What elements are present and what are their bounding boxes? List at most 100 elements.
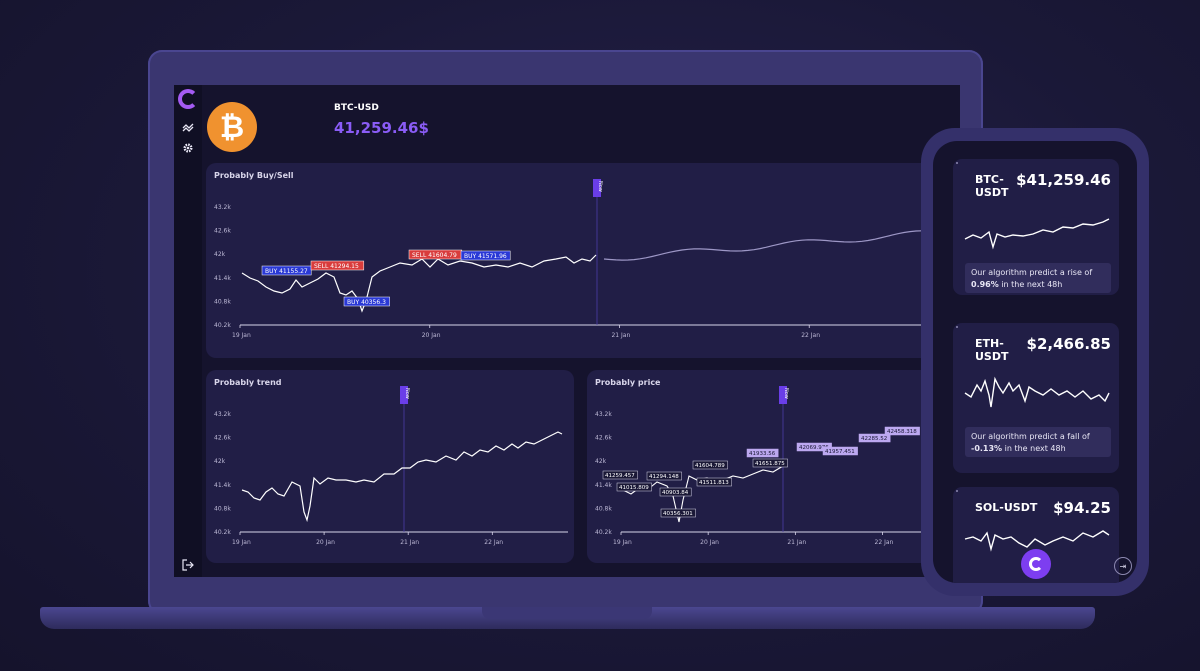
price-label-box (822, 446, 858, 456)
price-label-box (616, 482, 652, 492)
price-label-box (602, 470, 638, 480)
y-tick-label: 40.2k (595, 529, 612, 536)
sparkline (964, 376, 1110, 408)
coin-card-btc[interactable]: BTC- USDT $41,259.46 Our algorithm predic… (953, 159, 1119, 295)
buy-marker (343, 296, 390, 307)
x-tick-label: 19 Jan (232, 539, 251, 546)
ticker-symbol: BTC-USD (334, 103, 379, 113)
y-tick-label: 41.4k (214, 275, 231, 282)
trend-card: Probably trend 43.2k 42.6k 42k 41.4k 40.8k 40… (206, 370, 574, 563)
price-label: 41511.813 (699, 480, 729, 486)
price-label: 42285.52 (861, 436, 887, 442)
y-tick-label: 42k (214, 251, 226, 258)
buy-marker (261, 265, 312, 276)
price-label-box (884, 426, 920, 436)
laptop-notch (482, 607, 652, 619)
x-tick-label: 22 Jan (875, 539, 894, 546)
x-tick-label: 21 Jan (400, 539, 419, 546)
y-tick-label: 42.6k (214, 228, 231, 235)
coin-price: $41,259.46 (1016, 171, 1111, 189)
sell-marker-label: SELL 41294.15 (314, 263, 359, 270)
y-tick-label: 40.8k (214, 505, 231, 512)
card-title: Probably trend (214, 378, 282, 387)
sparkline (964, 218, 1110, 250)
price-label: 41015.809 (619, 485, 649, 491)
coin-card-eth[interactable]: ETH- USDT $2,466.85 Our algorithm predict… (953, 323, 1119, 473)
logout-icon[interactable] (179, 556, 197, 574)
price-label: 41604.789 (695, 463, 725, 469)
price-label: 41957.451 (825, 449, 855, 455)
price-label: 41933.56 (749, 451, 776, 457)
gear-icon[interactable] (179, 139, 197, 157)
coin-price: $2,466.85 (1026, 335, 1111, 353)
prediction-note: Our algorithm predict a fall of -0.13% i… (965, 427, 1111, 457)
x-tick-label: 19 Jan (613, 539, 632, 546)
price-label-box (746, 448, 779, 458)
price-label-box (659, 487, 692, 497)
bitcoin-logo: ₿ (207, 102, 257, 152)
y-tick-label: 41.4k (214, 482, 231, 489)
x-tick-label: 21 Jan (611, 332, 630, 339)
y-tick-label: 42k (595, 458, 607, 465)
price-label-box (752, 458, 788, 468)
desktop-app: ₿ BTC-USD 41,259.46$ Probably Buy/Sell 4… (174, 85, 960, 577)
price-line (241, 254, 597, 313)
y-tick-label: 43.2k (214, 411, 231, 418)
y-tick-label: 40.8k (214, 298, 231, 305)
now-badge (593, 179, 601, 197)
buy-marker (460, 250, 511, 261)
y-tick-label: 40.2k (214, 322, 231, 329)
buy-marker-label: BUY 41571.96 (464, 253, 507, 260)
y-tick-label: 43.2k (595, 411, 612, 418)
now-label: Now (404, 388, 410, 399)
price-label: 42458.318 (887, 429, 917, 435)
y-tick-label: 42.6k (595, 435, 612, 442)
y-tick-label: 42.6k (214, 435, 231, 442)
forecast-line (603, 230, 923, 261)
now-label: Now (783, 388, 789, 399)
trend-line (241, 431, 563, 523)
price-label-box (858, 433, 891, 443)
now-badge (779, 386, 787, 404)
price-label: 42069.976 (799, 445, 829, 451)
card-title: Probably Buy/Sell (214, 171, 294, 180)
y-tick-label: 43.2k (214, 204, 231, 211)
current-price: 41,259.46$ (334, 119, 429, 137)
y-tick-label: 41.4k (595, 482, 612, 489)
coin-symbol: SOL-USDT (975, 501, 1038, 514)
price-label: 41294.148 (649, 474, 679, 480)
y-tick-label: 40.2k (214, 529, 231, 536)
logout-icon[interactable]: ⇥ (1114, 557, 1132, 575)
price-label: 41259.457 (605, 473, 635, 479)
y-tick-label: 42k (214, 458, 226, 465)
sell-marker (310, 260, 365, 271)
price-label-box (660, 508, 696, 518)
price-label: 41651.875 (755, 461, 785, 467)
buy-marker-label: BUY 40356.3 (347, 299, 386, 306)
buy-sell-card: Probably Buy/Sell 43.2k 42.6k 42k 41.4k 40.8… (206, 163, 960, 358)
dot (956, 326, 958, 328)
x-tick-label: 20 Jan (316, 539, 335, 546)
sidebar (174, 85, 202, 577)
logo-icon (1029, 557, 1043, 571)
now-badge (400, 386, 408, 404)
buy-marker-label: BUY 41155.27 (265, 268, 308, 275)
x-tick-label: 21 Jan (787, 539, 806, 546)
dot (956, 490, 958, 492)
sell-marker-label: SELL 41604.79 (412, 252, 457, 259)
now-label: Now (597, 181, 603, 192)
price-label: 40903.84 (662, 490, 689, 496)
trend-icon[interactable] (179, 118, 197, 136)
logo-icon[interactable] (178, 89, 198, 109)
app-logo-button[interactable] (1021, 549, 1051, 579)
card-title: Probably price (595, 378, 661, 387)
y-tick-label: 40.8k (595, 505, 612, 512)
coin-symbol: ETH- USDT (975, 337, 1009, 363)
coin-price: $94.25 (1053, 499, 1111, 517)
price-label-box (696, 477, 732, 487)
price-label: 40356.301 (663, 511, 693, 517)
prediction-note: Our algorithm predict a rise of 0.96% in… (965, 263, 1111, 293)
dot (956, 162, 958, 164)
